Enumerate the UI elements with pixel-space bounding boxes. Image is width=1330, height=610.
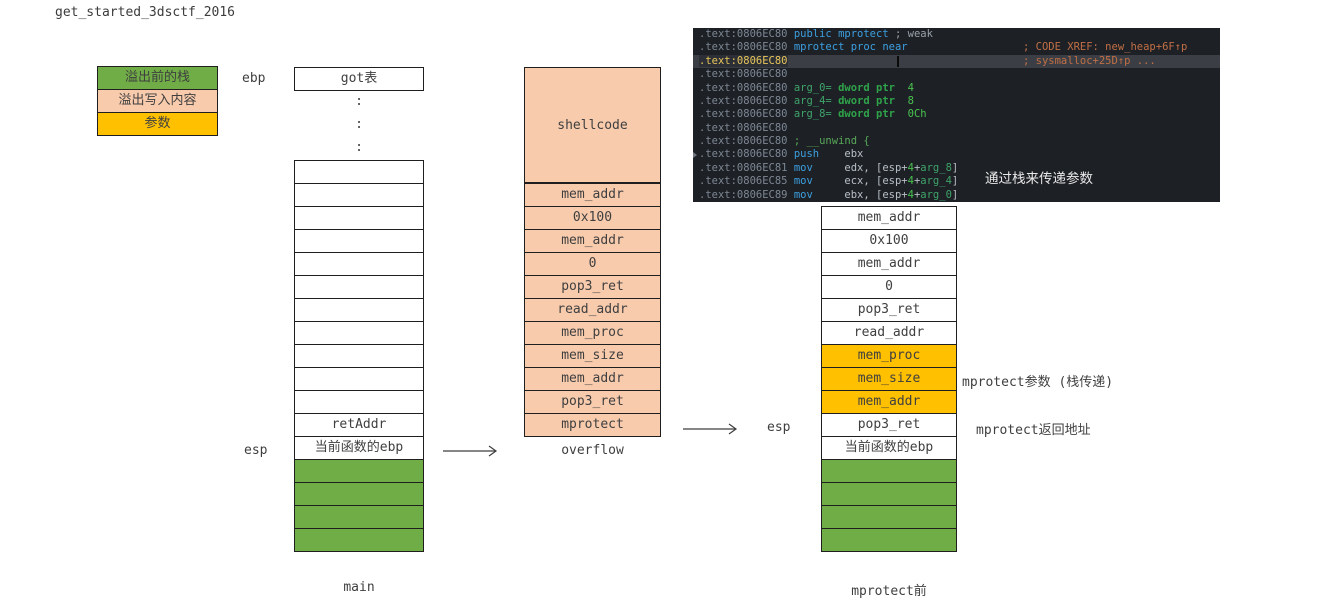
stack-cell	[821, 482, 957, 506]
stack-cell: 当前函数的ebp	[821, 436, 957, 460]
stack-cell	[294, 367, 424, 391]
arrow-overflow-to-mprotect	[681, 421, 745, 440]
stack-cell: read_addr	[524, 298, 661, 322]
stack-cell: 0	[821, 275, 957, 299]
stack-cell	[294, 321, 424, 345]
stack-cell	[294, 505, 424, 529]
mprotect-stack-caption: mprotect前	[851, 584, 927, 599]
stack-cell	[821, 459, 957, 483]
stack-cell: mem_addr	[821, 252, 957, 276]
ebp-label: ebp	[242, 71, 266, 86]
stack-cell	[821, 528, 957, 552]
overflow-stack-caption: overflow	[561, 443, 624, 458]
stack-cell: mem_size	[524, 344, 661, 368]
stack-cell: mprotect	[524, 413, 661, 437]
ida-line: .text:0806EC80	[699, 68, 788, 81]
stack-cell: mem_addr	[821, 206, 957, 230]
legend: 溢出前的栈 溢出写入内容 参数	[97, 66, 218, 136]
stack-cell: 当前函数的ebp	[294, 436, 424, 460]
ida-line: .text:0806EC80 arg_8= dword ptr 0Ch	[699, 108, 927, 121]
stack-cell	[294, 160, 424, 184]
stack-cell: mem_addr	[821, 390, 957, 414]
page-title: get_started_3dsctf_2016	[55, 5, 236, 20]
stack-cell	[294, 528, 424, 552]
ida-code: .text:0806EC80 public mprotect ; weak .te…	[693, 28, 1220, 202]
stack-cell	[294, 344, 424, 368]
main-stack-caption: main	[343, 580, 375, 595]
ida-line: .text:0806EC81 mov edx, [esp+4+arg_8]	[699, 161, 959, 174]
mprotect-retaddr-annotation: mprotect返回地址	[976, 423, 1091, 438]
mprotect-stack: mem_addr 0x100 mem_addr 0 pop3_ret read_addr m…	[821, 206, 957, 552]
got-table-cell: got表	[294, 67, 424, 91]
stack-cell: mem_proc	[524, 321, 661, 345]
ida-line: .text:0806EC80 push ebx	[693, 148, 1220, 161]
ida-xref-comment: ; sysmalloc+25D↑p ...	[1023, 54, 1156, 67]
ida-line: .text:0806EC89 mov ebx, [esp+4+arg_0]	[699, 188, 959, 201]
stack-cell: pop3_ret	[524, 390, 661, 414]
current-position-icon	[693, 152, 697, 159]
stack-cell: mem_addr	[524, 183, 661, 207]
stack-cell	[821, 505, 957, 529]
stack-cell: retAddr	[294, 413, 424, 437]
stack-cell	[294, 252, 424, 276]
legend-item: 溢出写入内容	[97, 89, 218, 113]
stack-cell: 0x100	[524, 206, 661, 230]
stack-cell: mem_proc	[821, 344, 957, 368]
main-stack: retAddr 当前函数的ebp	[294, 160, 424, 552]
stack-cell	[294, 390, 424, 414]
shellcode-cell: shellcode	[524, 67, 661, 183]
esp-label-mprotect: esp	[767, 420, 791, 435]
ida-line: .text:0806EC80 ; __unwind {	[699, 135, 870, 147]
stack-cell: mem_addr	[524, 367, 661, 391]
stack-cell: 0x100	[821, 229, 957, 253]
ida-line: .text:0806EC80	[699, 121, 788, 134]
legend-item: 溢出前的栈	[97, 66, 218, 90]
stack-cell	[294, 229, 424, 253]
stack-cell	[294, 275, 424, 299]
stack-ellipsis: : : :	[355, 94, 363, 155]
ida-line: .text:0806EC85 mov ecx, [esp+4+arg_4]	[699, 175, 959, 188]
stack-cell: read_addr	[821, 321, 957, 345]
arrow-main-to-overflow	[441, 443, 505, 462]
ida-line: .text:0806EC80 public mprotect ; weak	[699, 28, 933, 40]
stack-cell: mem_addr	[524, 229, 661, 253]
arrow-icon	[443, 445, 498, 457]
stack-cell	[294, 482, 424, 506]
stack-cell	[294, 183, 424, 207]
mprotect-args-annotation: mprotect参数 (栈传递)	[962, 375, 1114, 390]
stack-cell	[294, 298, 424, 322]
ida-line: .text:0806EC80 mprotect proc near; CODE …	[699, 41, 1188, 54]
ida-xref-comment: ; CODE XREF: new_heap+6F↑p	[1023, 41, 1188, 54]
text-cursor	[897, 55, 899, 67]
stack-cell	[294, 206, 424, 230]
ida-line: .text:0806EC80; sysmalloc+25D↑p ...	[693, 54, 1220, 69]
ida-disassembly-panel: .text:0806EC80 public mprotect ; weak .te…	[693, 28, 1220, 202]
ida-line: .text:0806EC80 arg_0= dword ptr 4	[699, 81, 914, 94]
stack-cell: pop3_ret	[524, 275, 661, 299]
stack-cell: 0	[524, 252, 661, 276]
stack-cell	[294, 459, 424, 483]
legend-item: 参数	[97, 112, 218, 136]
stack-cell: mem_size	[821, 367, 957, 391]
arrow-icon	[683, 423, 738, 435]
esp-label-main: esp	[244, 443, 268, 458]
stack-cell: pop3_ret	[821, 413, 957, 437]
overflow-stack: mem_addr 0x100 mem_addr 0 pop3_ret read_addr m…	[524, 183, 661, 437]
stack-cell: pop3_ret	[821, 298, 957, 322]
ida-stack-args-annotation: 通过栈来传递参数	[985, 171, 1093, 186]
ida-line: .text:0806EC80 arg_4= dword ptr 8	[699, 94, 914, 107]
